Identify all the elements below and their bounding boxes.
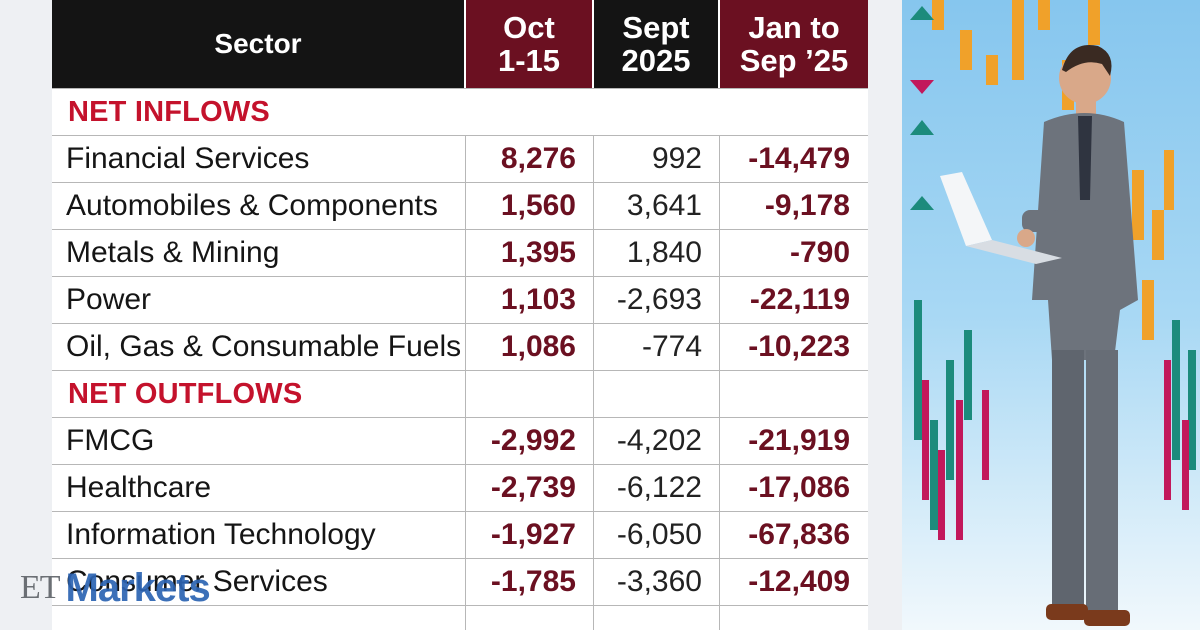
cell-oct-1-15: -1,785 [490,565,576,598]
cell-oct-1-15: 1,086 [500,330,576,363]
cell-jan-to-sep: -22,119 [749,283,850,316]
table-row: Financial Services 8,276 992 -14,479 [52,135,868,183]
cell-jan-to-sep: -9,178 [764,189,850,222]
section-top-rule [52,88,868,89]
cell-sept-2025: -3,360 [616,565,702,598]
section-label: NET INFLOWS [68,96,270,128]
section-bottom-rule [52,417,868,418]
table-row: Metals & Mining 1,395 1,840 -790 [52,229,868,277]
cell-sector: Information Technology [66,518,376,551]
header-sept-line2: 2025 [621,43,691,78]
cell-oct-1-15: 1,103 [500,283,576,316]
cell-sector: Consumer Services [66,565,328,598]
cell-sector: Healthcare [66,471,212,504]
table-row: Healthcare -2,739 -6,122 -17,086 [52,464,868,512]
businessman-figure [940,45,1138,626]
cell-sept-2025: -6,122 [616,471,702,504]
cell-jan-to-sep: -21,919 [748,424,850,457]
cell-sector: Automobiles & Components [66,189,438,222]
cell-oct-1-15: -2,739 [490,471,576,504]
cell-sept-2025: 3,641 [626,189,702,222]
cell-sector: Financial Services [66,142,310,175]
header-jan-line1: Jan to [748,9,840,45]
cell-sept-2025: -4,202 [616,424,702,457]
header-oct-1-15: Oct 1-15 [466,0,592,88]
et-markets-logo: ET Markets [20,565,211,610]
cell-jan-to-sep: -67,836 [748,518,850,551]
cell-jan-to-sep: -17,086 [748,471,850,504]
cell-oct-1-15: -1,927 [490,518,576,551]
sector-flows-table: Sector Oct 1-15 Sept 2025 Jan to Sep ’25… [52,0,868,630]
cell-sept-2025: 992 [651,142,702,175]
cell-sept-2025: 1,840 [626,236,702,269]
stock-candles-illustration [902,0,1200,630]
cell-sept-2025: -6,050 [616,518,702,551]
header-oct-line1: Oct [503,9,555,45]
column-divider [719,136,720,630]
cell-oct-1-15: -2,992 [490,424,576,457]
cell-jan-to-sep: -14,479 [748,142,850,175]
header-sector: Sector [52,0,464,88]
cell-oct-1-15: 8,276 [500,142,576,175]
section-top-rule [52,370,868,371]
section-bottom-rule [52,135,868,136]
header-sept-line1: Sept [622,9,690,45]
logo-et-text: ET [20,569,61,606]
table-row: FMCG -2,992 -4,202 -21,919 [52,417,868,465]
cell-jan-to-sep: -10,223 [748,330,850,363]
table-row: Power 1,103 -2,693 -22,119 [52,276,868,324]
cell-sept-2025: -2,693 [616,283,702,316]
cell-oct-1-15: 1,395 [500,236,576,269]
cell-jan-to-sep: -790 [789,236,850,269]
cell-jan-to-sep: -12,409 [748,565,850,598]
table-row: Oil, Gas & Consumable Fuels 1,086 -774 -10,… [52,323,868,371]
header-oct-line2: 1-15 [497,43,561,78]
cell-oct-1-15: 1,560 [500,189,576,222]
header-sept-2025: Sept 2025 [594,0,718,88]
header-jan-to-sep: Jan to Sep ’25 [720,0,868,88]
column-divider [593,136,594,630]
logo-markets-text: Markets [65,565,211,610]
businessman-market-photo [902,0,1200,630]
header-jan-line2: Sep ’25 [739,43,849,78]
header-sector-label: Sector [214,27,302,59]
cell-sector: Power [66,283,152,316]
column-divider [465,136,466,630]
cell-sector: Metals & Mining [66,236,280,269]
table-row: Automobiles & Components 1,560 3,641 -9,178 [52,182,868,230]
section-label: NET OUTFLOWS [68,378,303,410]
cell-sector: Oil, Gas & Consumable Fuels [66,330,462,363]
cell-sept-2025: -774 [641,330,702,363]
cell-sector: FMCG [66,424,155,457]
table-row: Information Technology -1,927 -6,050 -67,83… [52,511,868,559]
table-row: Consumer Services -1,785 -3,360 -12,409 [52,558,868,606]
